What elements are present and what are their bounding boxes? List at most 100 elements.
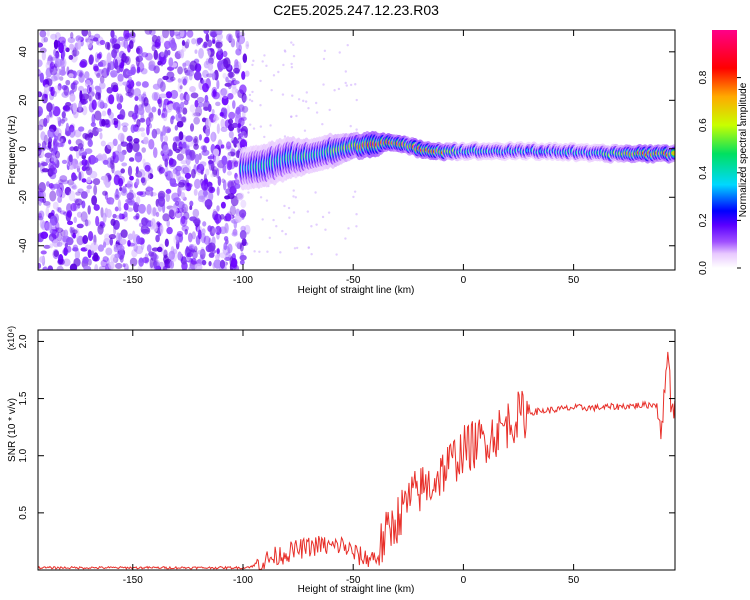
noise-speck — [66, 220, 74, 226]
noise-speck — [103, 175, 109, 186]
noise-speck — [230, 38, 236, 48]
noise-speck — [118, 151, 125, 162]
noise-speck — [344, 70, 348, 73]
noise-speck — [201, 79, 205, 85]
noise-speck — [159, 224, 164, 235]
noise-speck — [180, 215, 186, 225]
noise-speck — [104, 41, 110, 50]
noise-speck — [38, 199, 42, 206]
noise-speck — [114, 206, 119, 212]
noise-speck — [215, 41, 223, 49]
noise-speck — [45, 206, 50, 217]
noise-speck — [157, 196, 166, 207]
noise-speck — [146, 185, 152, 196]
noise-speck — [88, 93, 93, 104]
noise-speck — [38, 142, 42, 148]
noise-speck — [189, 123, 195, 132]
noise-speck — [205, 73, 214, 78]
noise-speck — [304, 100, 308, 103]
noise-speck — [174, 124, 179, 131]
noise-speck — [90, 84, 94, 93]
noise-speck — [38, 59, 43, 68]
noise-speck — [169, 30, 175, 38]
noise-speck — [165, 192, 171, 203]
noise-speck — [106, 208, 112, 218]
noise-speck — [283, 204, 286, 208]
noise-speck — [71, 229, 78, 235]
noise-speck — [46, 202, 51, 208]
noise-speck — [237, 133, 244, 138]
x-tick-label: 50 — [568, 575, 580, 586]
noise-speck — [189, 248, 196, 254]
noise-speck — [344, 81, 347, 85]
noise-speck — [263, 135, 266, 139]
noise-speck — [107, 174, 112, 181]
noise-speck — [241, 105, 249, 113]
noise-speck — [119, 109, 126, 120]
noise-speck — [94, 85, 100, 91]
noise-speck — [125, 91, 133, 97]
noise-speck — [161, 107, 168, 119]
noise-speck — [53, 250, 59, 258]
noise-speck — [65, 79, 71, 86]
noise-speck — [144, 253, 149, 262]
noise-speck — [225, 251, 231, 261]
colorbar: 0.0 0.2 0.4 0.6 0.8 Normalized spectral ampl… — [698, 30, 749, 275]
noise-speck — [162, 102, 167, 112]
noise-speck — [146, 124, 150, 136]
noise-speck — [49, 147, 54, 152]
noise-speck — [297, 98, 301, 101]
noise-speck — [81, 105, 88, 116]
noise-speck — [156, 35, 161, 43]
noise-speck — [244, 70, 250, 77]
noise-speck — [147, 173, 154, 180]
noise-speck — [212, 91, 220, 100]
noise-speck — [184, 172, 192, 180]
noise-speck — [211, 72, 216, 81]
noise-speck — [85, 166, 91, 171]
noise-speck — [184, 69, 191, 76]
noise-speck — [170, 170, 176, 179]
noise-speck — [52, 183, 61, 189]
x-tick-label: 0 — [461, 575, 467, 586]
noise-speck — [90, 122, 96, 127]
noise-speck — [200, 169, 204, 175]
noise-speck — [144, 30, 153, 35]
noise-speck — [76, 211, 83, 218]
noise-speck — [107, 61, 111, 73]
noise-speck — [48, 110, 53, 118]
noise-speck — [145, 186, 154, 192]
noise-speck — [83, 265, 92, 270]
noise-speck — [76, 223, 84, 229]
noise-speck — [137, 169, 146, 178]
noise-speck — [177, 66, 183, 75]
noise-speck — [207, 103, 212, 113]
noise-speck — [54, 52, 60, 59]
noise-speck — [69, 263, 78, 270]
noise-speck — [140, 132, 146, 138]
noise-speck — [166, 219, 170, 228]
noise-speck — [97, 224, 104, 235]
noise-speck — [71, 174, 78, 181]
noise-speck — [209, 186, 214, 192]
noise-speck — [140, 68, 148, 75]
noise-speck — [166, 128, 171, 133]
noise-speck — [102, 212, 107, 223]
noise-speck — [198, 47, 204, 59]
noise-speck — [120, 229, 128, 238]
noise-speck — [74, 159, 78, 165]
noise-speck — [158, 166, 165, 174]
noise-speck — [176, 120, 184, 128]
noise-speck — [56, 265, 64, 270]
noise-speck — [198, 134, 202, 141]
noise-speck — [139, 117, 146, 123]
bottom-x-axis: -150 -100 -50 0 50 — [123, 330, 580, 586]
noise-speck — [57, 83, 62, 91]
noise-speck — [82, 235, 89, 244]
noise-speck — [148, 138, 155, 150]
noise-speck — [314, 191, 317, 194]
noise-speck — [121, 186, 127, 194]
noise-speck — [328, 108, 331, 112]
noise-speck — [42, 197, 47, 204]
x-tick-label: -100 — [233, 275, 253, 286]
